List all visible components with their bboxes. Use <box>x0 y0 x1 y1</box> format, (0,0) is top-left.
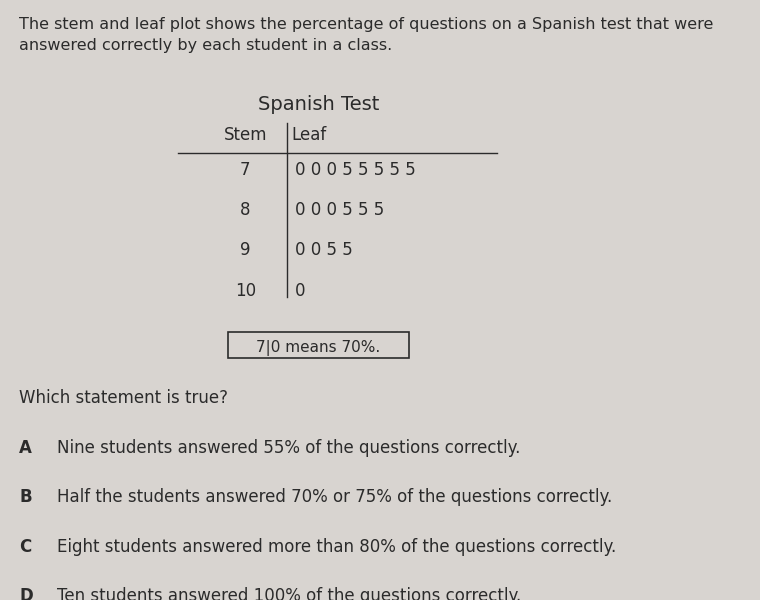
Text: Nine students answered 55% of the questions correctly.: Nine students answered 55% of the questi… <box>57 439 521 457</box>
Text: Which statement is true?: Which statement is true? <box>19 389 228 407</box>
Text: 9: 9 <box>240 241 251 259</box>
Text: 10: 10 <box>235 281 256 299</box>
Text: Half the students answered 70% or 75% of the questions correctly.: Half the students answered 70% or 75% of… <box>57 488 613 506</box>
Text: The stem and leaf plot shows the percentage of questions on a Spanish test that : The stem and leaf plot shows the percent… <box>19 17 714 53</box>
Text: C: C <box>19 538 31 556</box>
Text: 8: 8 <box>240 201 251 219</box>
Text: B: B <box>19 488 32 506</box>
Text: 0 0 5 5: 0 0 5 5 <box>295 241 353 259</box>
Text: Spanish Test: Spanish Test <box>258 95 379 114</box>
Text: Eight students answered more than 80% of the questions correctly.: Eight students answered more than 80% of… <box>57 538 616 556</box>
Text: Ten students answered 100% of the questions correctly.: Ten students answered 100% of the questi… <box>57 587 521 600</box>
Text: 7: 7 <box>240 161 251 179</box>
Text: Stem: Stem <box>223 126 267 144</box>
Text: 7|0 means 70%.: 7|0 means 70%. <box>256 340 381 356</box>
FancyBboxPatch shape <box>228 332 409 358</box>
Text: Leaf: Leaf <box>292 126 327 144</box>
Text: 0 0 0 5 5 5 5 5: 0 0 0 5 5 5 5 5 <box>295 161 416 179</box>
Text: A: A <box>19 439 32 457</box>
Text: D: D <box>19 587 33 600</box>
Text: 0: 0 <box>295 281 306 299</box>
Text: 0 0 0 5 5 5: 0 0 0 5 5 5 <box>295 201 384 219</box>
